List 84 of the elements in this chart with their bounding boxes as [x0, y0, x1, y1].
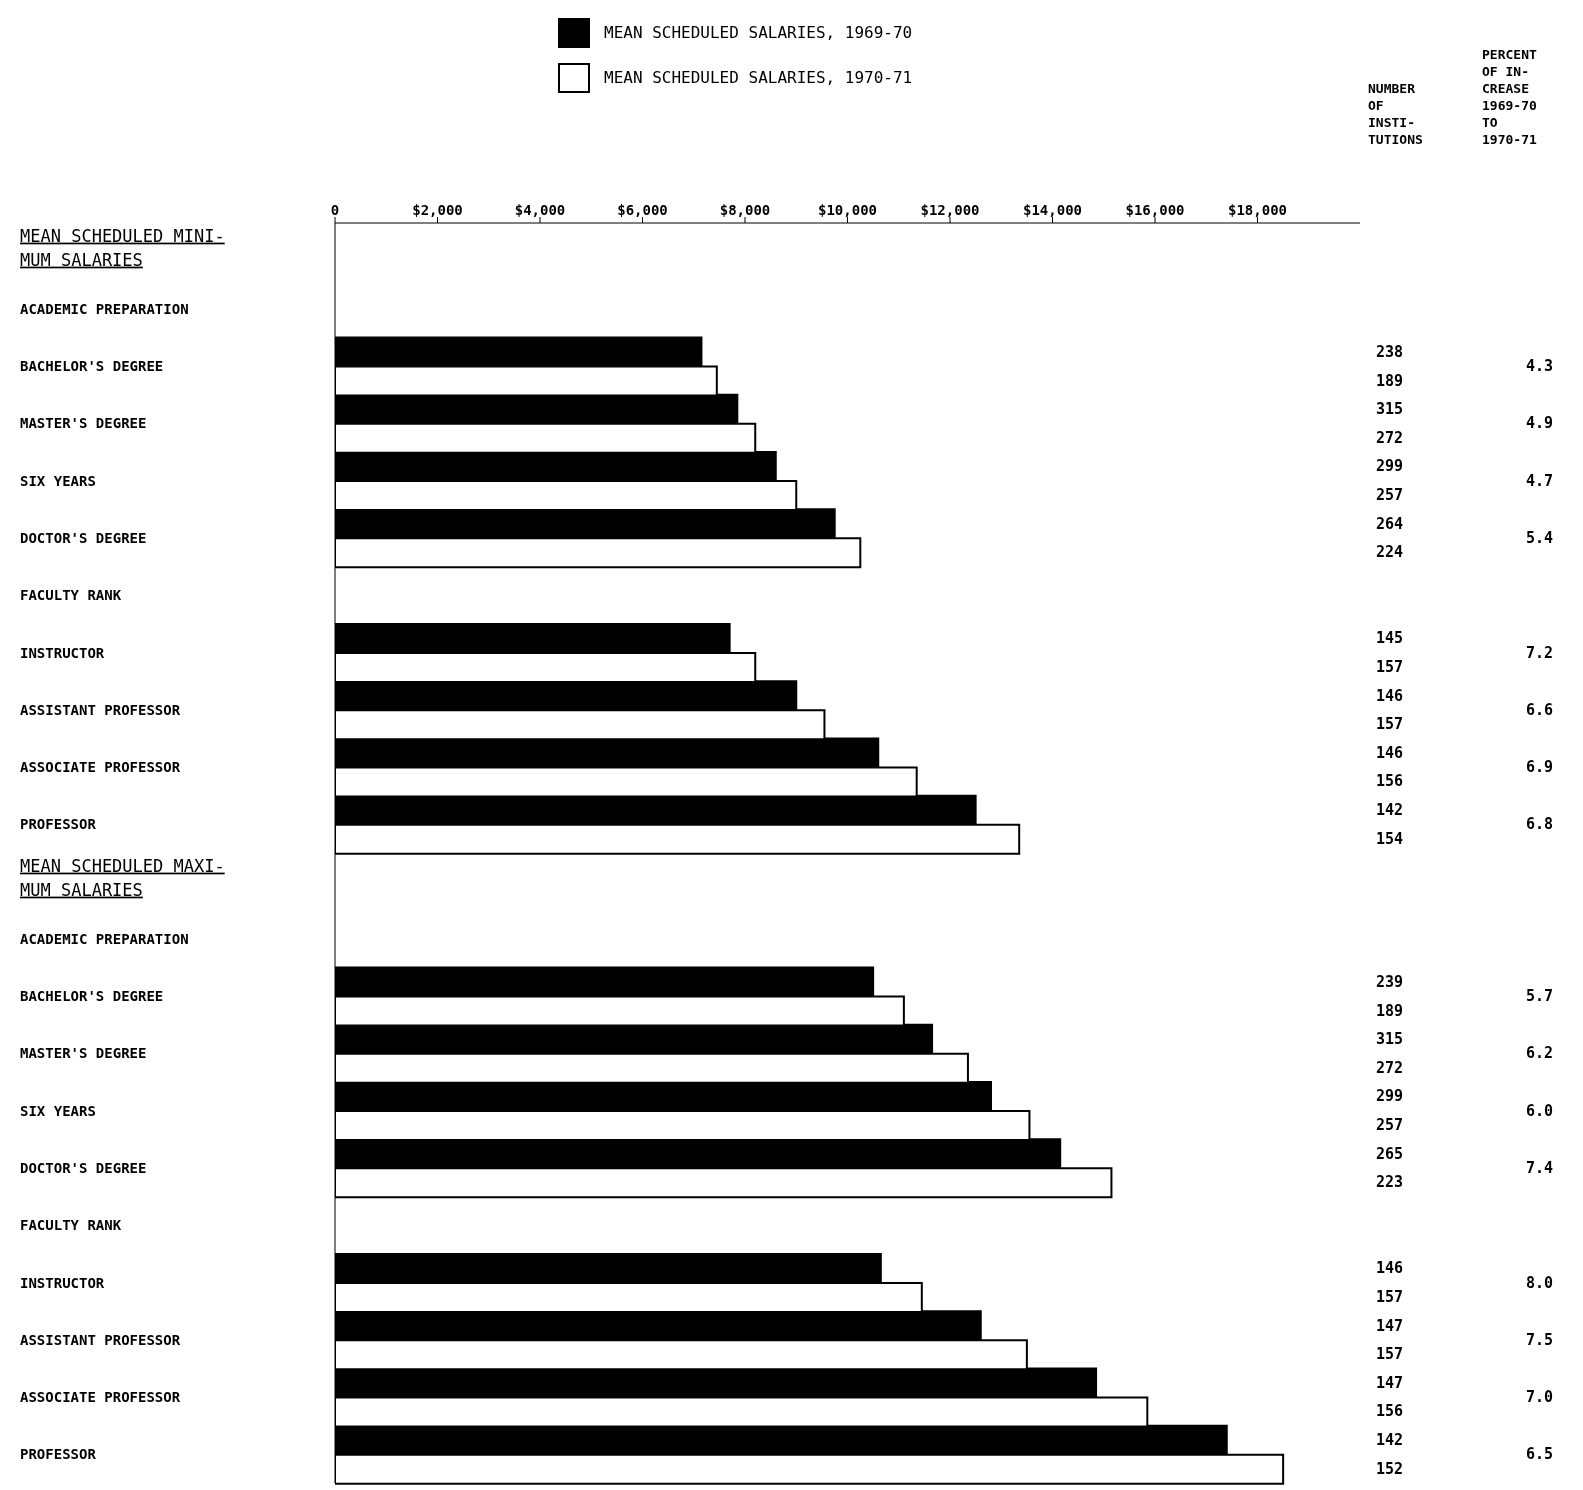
y-tick-label: INSTRUCTOR — [20, 644, 105, 661]
text: 147 — [1376, 1315, 1404, 1336]
y-tick-label: ASSOCIATE PROFESSOR — [20, 759, 181, 776]
text: 5.7 — [1526, 986, 1554, 1007]
text: 238 — [1376, 341, 1404, 362]
text: 152 — [1376, 1458, 1404, 1479]
text: 4.7 — [1526, 470, 1554, 491]
text: 142 — [1376, 800, 1404, 821]
text: 224 — [1376, 542, 1404, 563]
text: 146 — [1376, 742, 1404, 763]
text: 157 — [1376, 1344, 1404, 1365]
y-tick-label: ASSOCIATE PROFESSOR — [20, 1389, 181, 1406]
text: 154 — [1376, 828, 1404, 849]
y-tick-label: BACHELOR'S DEGREE — [20, 988, 164, 1005]
x-tick-label: $2,000 — [412, 202, 463, 218]
y-tick-label: ASSISTANT PROFESSOR — [20, 1331, 181, 1348]
y-tick-label: MASTER'S DEGREE — [20, 1045, 147, 1062]
text: 157 — [1376, 1286, 1404, 1307]
text: 257 — [1376, 485, 1404, 506]
text: 145 — [1376, 628, 1404, 649]
text: 157 — [1376, 656, 1404, 677]
x-tick-label: $16,000 — [1125, 202, 1185, 218]
text: 146 — [1376, 685, 1404, 706]
text: 6.8 — [1526, 814, 1554, 835]
y-tick-label: ASSISTANT PROFESSOR — [20, 701, 181, 718]
text: 299 — [1376, 1086, 1404, 1107]
text: 7.4 — [1526, 1158, 1554, 1178]
text: 147 — [1376, 1372, 1404, 1393]
y-tick-label: ACADEMIC PREPARATION — [20, 930, 189, 947]
text: 6.5 — [1526, 1444, 1554, 1465]
x-tick-label: $10,000 — [817, 202, 878, 218]
legend-label: MEAN SCHEDULED SALARIES, 1970-71 — [604, 68, 913, 87]
y-tick-label: MEAN SCHEDULED MINI- MUM SALARIES — [20, 225, 225, 270]
x-tick-label: $8,000 — [719, 202, 771, 218]
text: 6.9 — [1526, 757, 1554, 778]
x-tick-label: $4,000 — [514, 202, 566, 218]
text: 8.0 — [1526, 1272, 1554, 1293]
legend-label: MEAN SCHEDULED SALARIES, 1969-70 — [604, 23, 913, 42]
text: 7.0 — [1526, 1387, 1554, 1408]
y-tick-label: DOCTOR'S DEGREE — [20, 530, 147, 546]
text: 189 — [1376, 1000, 1404, 1021]
y-tick-label: BACHELOR'S DEGREE — [20, 358, 164, 375]
y-tick-label: PROFESSOR — [20, 1446, 97, 1463]
y-tick-label: PROFESSOR — [20, 816, 97, 833]
y-tick-label: FACULTY RANK — [20, 1217, 122, 1234]
y-tick-label: MASTER'S DEGREE — [20, 415, 147, 432]
text: PERCENT OF IN- CREASE 1969-70 TO 1970-71 — [1482, 46, 1537, 148]
x-tick-label: $12,000 — [920, 202, 980, 218]
text: 272 — [1376, 1057, 1404, 1078]
text: 315 — [1376, 399, 1404, 420]
y-tick-label: SIX YEARS — [20, 1102, 96, 1119]
text: 4.3 — [1526, 356, 1554, 377]
x-tick-label: 0 — [330, 202, 340, 218]
text: 223 — [1376, 1172, 1404, 1193]
text: 156 — [1376, 771, 1404, 792]
text: 142 — [1376, 1430, 1404, 1451]
y-tick-label: INSTRUCTOR — [20, 1274, 105, 1291]
text: 157 — [1376, 714, 1404, 735]
y-tick-label: MEAN SCHEDULED MAXI- MUM SALARIES — [20, 855, 225, 900]
text: 272 — [1376, 427, 1404, 448]
x-tick-label: $18,000 — [1227, 202, 1288, 218]
x-tick-label: $6,000 — [617, 202, 668, 218]
text: 264 — [1376, 513, 1404, 534]
y-tick-label: FACULTY RANK — [20, 587, 122, 604]
text: 6.6 — [1526, 699, 1554, 720]
y-tick-label: SIX YEARS — [20, 472, 96, 489]
text: 6.0 — [1526, 1100, 1554, 1121]
text: 257 — [1376, 1115, 1404, 1136]
x-tick-label: $14,000 — [1022, 202, 1083, 218]
text: NUMBER OF INSTI- TUTIONS — [1368, 80, 1423, 148]
text: 239 — [1376, 971, 1404, 992]
text: 156 — [1376, 1401, 1404, 1422]
text: 146 — [1376, 1258, 1404, 1279]
text: 7.2 — [1526, 642, 1554, 663]
text: 4.9 — [1526, 413, 1554, 434]
text: 315 — [1376, 1029, 1404, 1050]
y-tick-label: ACADEMIC PREPARATION — [20, 300, 189, 317]
y-tick-label: DOCTOR'S DEGREE — [20, 1160, 147, 1176]
text: 6.2 — [1526, 1043, 1554, 1064]
text: 7.5 — [1526, 1329, 1554, 1350]
text: 189 — [1376, 370, 1404, 391]
text: 299 — [1376, 456, 1404, 477]
text: 265 — [1376, 1143, 1404, 1164]
text: 5.4 — [1526, 528, 1554, 548]
